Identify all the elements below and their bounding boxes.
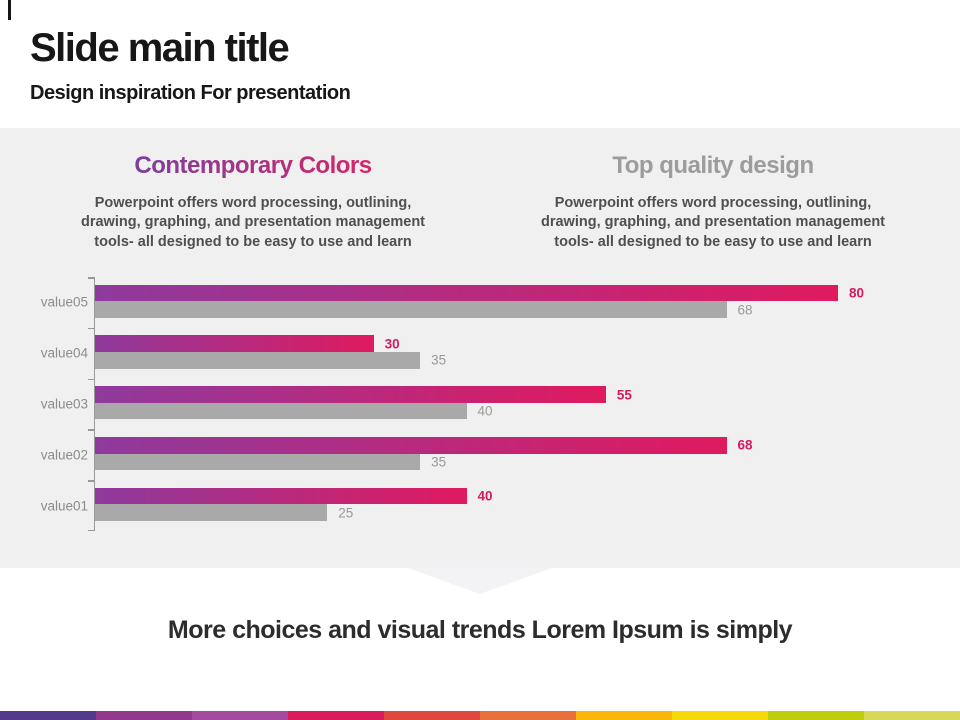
value-label: 40	[477, 403, 493, 419]
stripe-segment	[384, 711, 480, 720]
chart-y-axis	[93, 277, 95, 531]
stripe-segment	[0, 711, 96, 720]
bar-accent	[95, 335, 374, 352]
value-label: 55	[616, 387, 632, 402]
column-contemporary-colors: Contemporary Colors Powerpoint offers wo…	[33, 152, 473, 252]
axis-tick	[87, 429, 94, 431]
axis-tick	[87, 378, 94, 381]
bar-accent	[95, 487, 467, 505]
bar-comparison	[95, 453, 421, 471]
value-label: 35	[431, 352, 447, 368]
category-label: value03	[40, 396, 88, 412]
bar-accent	[95, 386, 606, 403]
bar-accent	[95, 437, 727, 454]
stripe-segment	[192, 711, 288, 720]
column-heading-left: Contemporary Colors	[134, 152, 372, 179]
value-label: 40	[477, 488, 493, 504]
column-body-left: Powerpoint offers word processing, outli…	[80, 195, 425, 250]
bar-chart: value05 80 68 value04 30 35 value03 55 40 value02…	[0, 277, 960, 531]
stripe-segment	[864, 711, 960, 720]
bar-comparison	[95, 301, 727, 318]
value-label: 68	[737, 437, 753, 453]
panel-arrow-down	[408, 568, 552, 594]
value-label: 35	[431, 454, 447, 470]
page-title: Slide main title	[30, 26, 290, 70]
stripe-segment	[576, 711, 672, 720]
value-label: 68	[737, 302, 753, 317]
stripe-segment	[768, 711, 864, 720]
column-top-quality-design: Top quality design Powerpoint offers wor…	[493, 152, 933, 252]
category-label: value02	[40, 447, 88, 463]
axis-tick	[87, 327, 94, 330]
bar-comparison	[95, 402, 467, 420]
axis-tick	[87, 480, 94, 482]
closing-statement: More choices and visual trends Lorem Ips…	[167, 616, 793, 644]
bar-accent	[95, 284, 838, 302]
stripe-segment	[96, 711, 192, 720]
column-heading-right: Top quality design	[612, 152, 814, 179]
axis-tick	[87, 529, 94, 531]
page-subtitle: Design inspiration For presentation	[30, 82, 351, 104]
footer-color-stripe	[0, 711, 960, 720]
stripe-segment	[480, 711, 576, 720]
category-label: value05	[40, 294, 88, 310]
corner-accent-line	[8, 0, 11, 20]
stripe-segment	[672, 711, 768, 720]
category-label: value01	[40, 498, 88, 514]
bar-comparison	[95, 504, 328, 521]
stripe-segment	[288, 711, 384, 720]
column-body-right: Powerpoint offers word processing, outli…	[540, 195, 885, 250]
category-label: value04	[40, 345, 88, 361]
bar-comparison	[95, 352, 421, 369]
value-label: 80	[849, 285, 865, 301]
value-label: 30	[384, 336, 400, 352]
value-label: 25	[338, 505, 354, 521]
axis-tick	[87, 277, 94, 279]
